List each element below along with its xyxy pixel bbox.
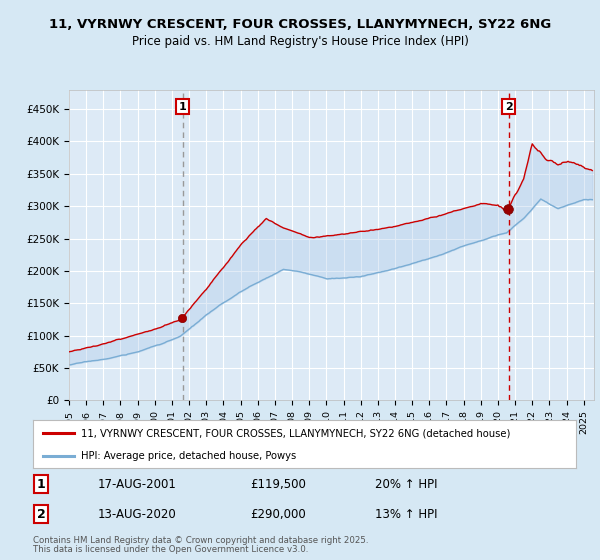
Text: £119,500: £119,500 (250, 478, 306, 491)
Text: This data is licensed under the Open Government Licence v3.0.: This data is licensed under the Open Gov… (33, 545, 308, 554)
Text: 1: 1 (179, 102, 187, 111)
Text: 17-AUG-2001: 17-AUG-2001 (98, 478, 177, 491)
Text: Price paid vs. HM Land Registry's House Price Index (HPI): Price paid vs. HM Land Registry's House … (131, 35, 469, 48)
Text: 13-AUG-2020: 13-AUG-2020 (98, 508, 177, 521)
Text: Contains HM Land Registry data © Crown copyright and database right 2025.: Contains HM Land Registry data © Crown c… (33, 536, 368, 545)
Text: 20% ↑ HPI: 20% ↑ HPI (375, 478, 437, 491)
Text: 13% ↑ HPI: 13% ↑ HPI (375, 508, 437, 521)
Text: 2: 2 (37, 508, 46, 521)
Text: 2: 2 (505, 102, 512, 111)
Text: £290,000: £290,000 (250, 508, 306, 521)
Text: HPI: Average price, detached house, Powys: HPI: Average price, detached house, Powy… (81, 451, 296, 461)
Text: 11, VYRNWY CRESCENT, FOUR CROSSES, LLANYMYNECH, SY22 6NG (detached house): 11, VYRNWY CRESCENT, FOUR CROSSES, LLANY… (81, 428, 510, 438)
Text: 11, VYRNWY CRESCENT, FOUR CROSSES, LLANYMYNECH, SY22 6NG: 11, VYRNWY CRESCENT, FOUR CROSSES, LLANY… (49, 18, 551, 31)
Text: 1: 1 (37, 478, 46, 491)
